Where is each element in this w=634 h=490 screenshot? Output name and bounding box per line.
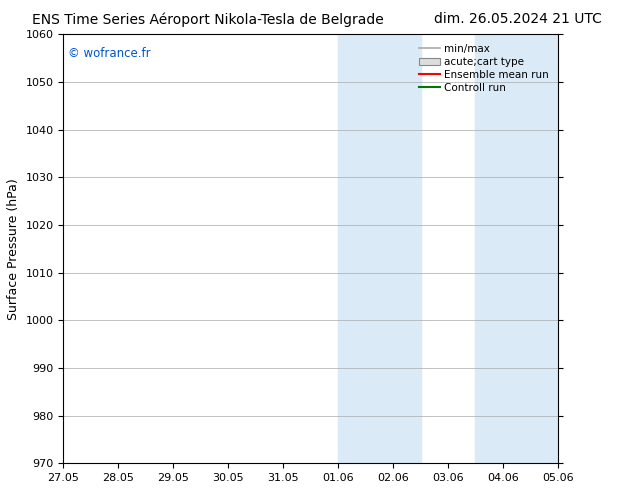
Bar	[338, 34, 420, 464]
Text: © wofrance.fr: © wofrance.fr	[68, 47, 151, 60]
Legend: min/max, acute;cart type, Ensemble mean run, Controll run: min/max, acute;cart type, Ensemble mean …	[415, 40, 553, 97]
Text: ENS Time Series Aéroport Nikola-Tesla de Belgrade: ENS Time Series Aéroport Nikola-Tesla de…	[32, 12, 384, 27]
Text: dim. 26.05.2024 21 UTC: dim. 26.05.2024 21 UTC	[434, 12, 602, 26]
Y-axis label: Surface Pressure (hPa): Surface Pressure (hPa)	[7, 178, 20, 319]
Bar	[476, 34, 558, 464]
